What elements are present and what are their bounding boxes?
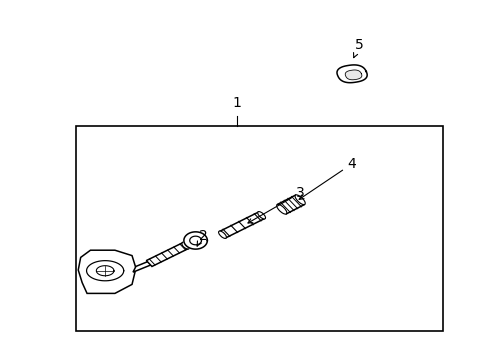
Polygon shape xyxy=(183,232,207,249)
Polygon shape xyxy=(336,65,366,83)
Text: 5: 5 xyxy=(353,38,363,58)
Polygon shape xyxy=(277,195,304,214)
Polygon shape xyxy=(219,212,264,238)
Polygon shape xyxy=(189,236,201,245)
Polygon shape xyxy=(133,258,155,272)
Ellipse shape xyxy=(294,195,305,204)
Polygon shape xyxy=(345,70,361,80)
Text: 1: 1 xyxy=(232,96,241,110)
Bar xyxy=(76,126,442,331)
Ellipse shape xyxy=(276,204,286,214)
Text: 4: 4 xyxy=(299,157,356,199)
Ellipse shape xyxy=(257,212,265,219)
Ellipse shape xyxy=(218,231,226,238)
Text: 3: 3 xyxy=(247,186,305,223)
Ellipse shape xyxy=(182,242,189,249)
Polygon shape xyxy=(96,266,114,276)
Text: 2: 2 xyxy=(197,229,207,246)
Polygon shape xyxy=(78,250,136,293)
Polygon shape xyxy=(146,243,188,266)
